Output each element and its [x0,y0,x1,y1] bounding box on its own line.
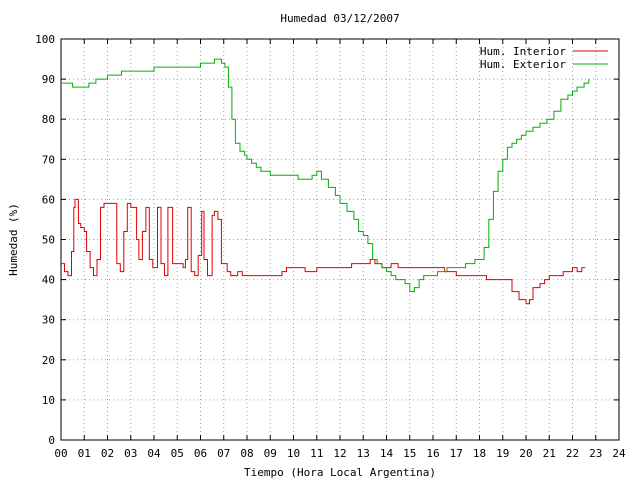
x-tick-label: 13 [357,447,370,460]
y-tick-label: 70 [42,153,55,166]
x-tick-label: 06 [194,447,207,460]
x-tick-label: 18 [473,447,486,460]
x-tick-label: 12 [333,447,346,460]
x-tick-label: 08 [240,447,253,460]
series-line-interior [61,198,586,305]
x-tick-label: 15 [403,447,416,460]
x-tick-label: 20 [519,447,532,460]
legend: Hum. Interior Hum. Exterior [480,45,608,71]
x-tick-label: 24 [612,447,626,460]
y-tick-label: 10 [42,394,55,407]
grid-lines [61,39,619,440]
x-tick-label: 21 [543,447,556,460]
y-tick-label: 0 [48,434,55,447]
x-tick-label: 00 [54,447,67,460]
series-line-exterior [61,58,590,293]
chart-title: Humedad 03/12/2007 [280,12,399,25]
x-tick-label: 22 [566,447,579,460]
x-tick-label: 07 [217,447,230,460]
x-tick-label: 03 [124,447,137,460]
x-tick-label: 23 [589,447,602,460]
y-tick-label: 80 [42,113,55,126]
x-tick-label: 17 [450,447,463,460]
x-tick-label: 02 [101,447,114,460]
y-tick-label: 40 [42,274,55,287]
x-tick-label: 11 [310,447,323,460]
x-tick-label: 10 [287,447,300,460]
legend-label-interior: Hum. Interior [480,45,566,58]
y-tick-label: 90 [42,73,55,86]
x-tick-label: 04 [147,447,161,460]
x-tick-label: 16 [426,447,439,460]
axis-ticks: 00 01 02 03 04 05 06 07 08 09 10 11 12 13 14 15 16 17 18 19… [35,33,626,460]
x-tick-label: 09 [264,447,277,460]
y-tick-label: 50 [42,234,55,247]
x-axis-label: Tiempo (Hora Local Argentina) [244,466,436,479]
x-tick-label: 14 [380,447,394,460]
x-tick-label: 19 [496,447,509,460]
y-tick-label: 60 [42,193,55,206]
y-tick-label: 20 [42,354,55,367]
x-tick-label: 01 [78,447,91,460]
y-tick-label: 30 [42,314,55,327]
series-lines [61,58,590,305]
x-tick-label: 05 [171,447,184,460]
y-tick-label: 100 [35,33,55,46]
y-axis-label: Humedad (%) [7,203,20,276]
legend-label-exterior: Hum. Exterior [480,58,566,71]
